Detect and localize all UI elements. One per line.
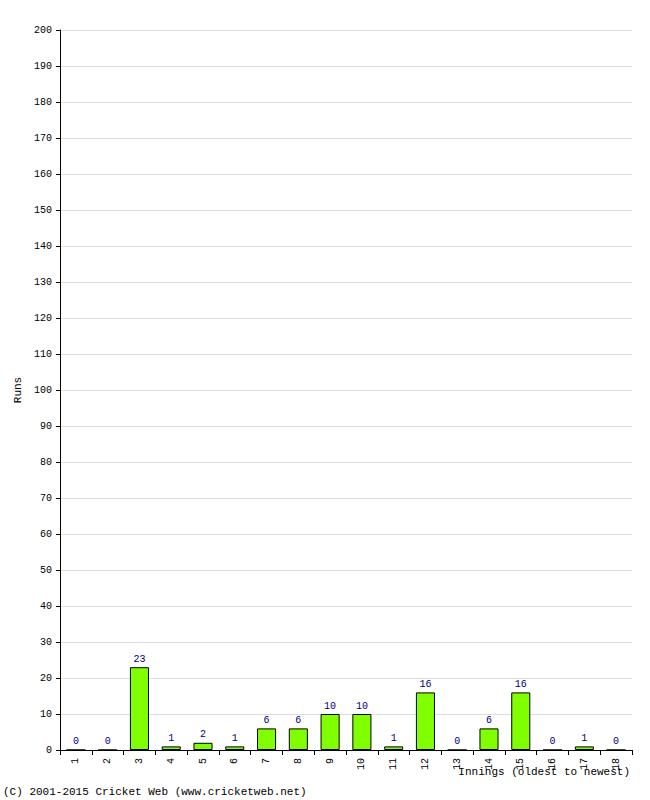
svg-text:20: 20 [40, 673, 52, 684]
svg-text:6: 6 [486, 715, 492, 726]
svg-text:1: 1 [581, 733, 587, 744]
svg-text:190: 190 [34, 61, 52, 72]
svg-text:0: 0 [73, 736, 79, 747]
svg-text:30: 30 [40, 637, 52, 648]
svg-text:2: 2 [200, 729, 206, 740]
svg-text:0: 0 [550, 736, 556, 747]
svg-text:18: 18 [611, 758, 622, 770]
svg-text:10: 10 [324, 701, 336, 712]
svg-text:8: 8 [293, 758, 304, 764]
svg-text:0: 0 [613, 736, 619, 747]
svg-text:15: 15 [515, 758, 526, 770]
svg-text:17: 17 [579, 758, 590, 770]
svg-text:12: 12 [420, 758, 431, 770]
svg-text:1: 1 [391, 733, 397, 744]
svg-text:9: 9 [325, 758, 336, 764]
svg-text:70: 70 [40, 493, 52, 504]
svg-text:180: 180 [34, 97, 52, 108]
svg-text:1: 1 [70, 758, 81, 764]
svg-text:90: 90 [40, 421, 52, 432]
svg-text:Runs: Runs [12, 377, 24, 403]
svg-text:0: 0 [46, 745, 52, 756]
svg-text:11: 11 [388, 758, 399, 770]
svg-text:14: 14 [484, 758, 495, 770]
svg-text:200: 200 [34, 25, 52, 36]
svg-text:6: 6 [229, 758, 240, 764]
svg-text:150: 150 [34, 205, 52, 216]
svg-text:16: 16 [547, 758, 558, 770]
svg-text:10: 10 [40, 709, 52, 720]
svg-text:3: 3 [134, 758, 145, 764]
svg-text:Innings (oldest to newest): Innings (oldest to newest) [458, 765, 630, 778]
svg-text:0: 0 [105, 736, 111, 747]
svg-text:6: 6 [295, 715, 301, 726]
svg-text:50: 50 [40, 565, 52, 576]
svg-text:80: 80 [40, 457, 52, 468]
svg-text:7: 7 [261, 758, 272, 764]
svg-text:1: 1 [168, 733, 174, 744]
svg-text:23: 23 [133, 654, 145, 665]
svg-text:5: 5 [198, 758, 209, 764]
svg-text:10: 10 [356, 758, 367, 770]
svg-text:140: 140 [34, 241, 52, 252]
svg-text:170: 170 [34, 133, 52, 144]
svg-text:0: 0 [454, 736, 460, 747]
svg-text:1: 1 [232, 733, 238, 744]
svg-text:100: 100 [34, 385, 52, 396]
svg-text:40: 40 [40, 601, 52, 612]
svg-text:10: 10 [356, 701, 368, 712]
svg-text:13: 13 [452, 758, 463, 770]
svg-text:6: 6 [264, 715, 270, 726]
svg-text:160: 160 [34, 169, 52, 180]
svg-text:2: 2 [102, 758, 113, 764]
svg-text:120: 120 [34, 313, 52, 324]
svg-text:130: 130 [34, 277, 52, 288]
svg-text:110: 110 [34, 349, 52, 360]
svg-text:4: 4 [166, 758, 177, 764]
svg-text:60: 60 [40, 529, 52, 540]
svg-text:(C) 2001-2015 Cricket Web (www: (C) 2001-2015 Cricket Web (www.cricketwe… [3, 786, 307, 798]
svg-text:16: 16 [515, 679, 527, 690]
svg-text:16: 16 [419, 679, 431, 690]
